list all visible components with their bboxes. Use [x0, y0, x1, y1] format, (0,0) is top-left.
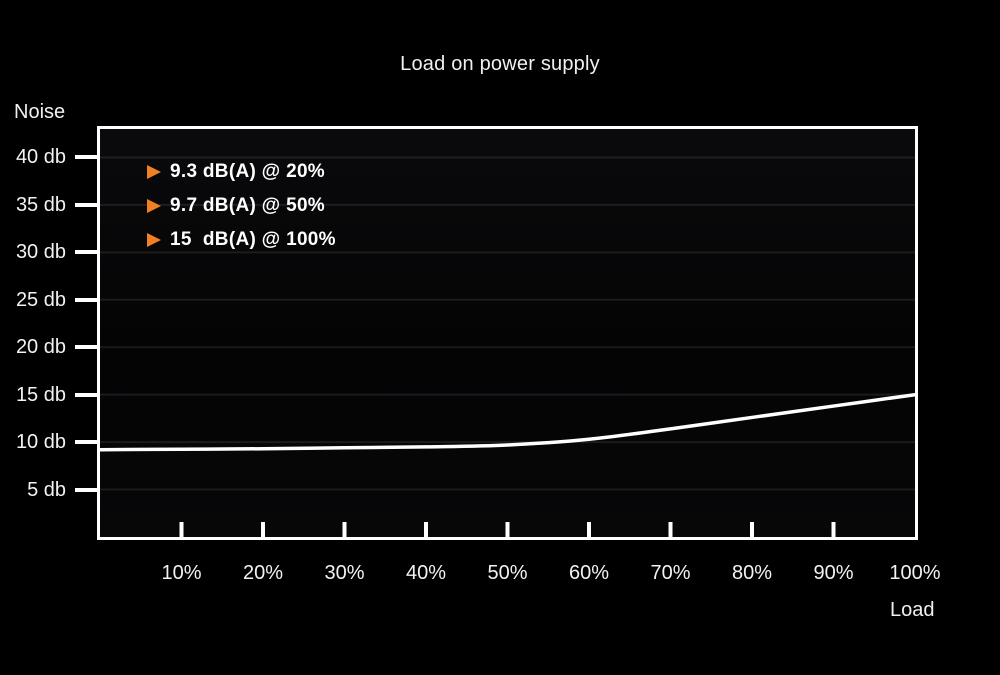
x-tick-label: 30% — [324, 562, 365, 584]
x-tick-label: 90% — [813, 562, 854, 584]
y-tick-label: 15 db — [15, 383, 66, 406]
y-tick-mark — [75, 155, 97, 160]
legend-item: 15 dB(A) @ 100% — [147, 223, 336, 257]
y-tick-label: 40 db — [15, 146, 66, 169]
y-tick-mark — [75, 297, 97, 302]
x-tick-label: 60% — [568, 562, 610, 584]
plot-area — [97, 126, 918, 540]
y-tick-label: 30 db — [15, 241, 66, 264]
y-tick-mark — [75, 392, 97, 397]
x-tick-label: 20% — [242, 562, 284, 584]
y-tick-label: 10 db — [15, 431, 66, 454]
legend-item: 9.3 dB(A) @ 20% — [147, 155, 336, 189]
y-tick-label: 20 db — [15, 336, 66, 359]
noise-curve — [100, 392, 915, 452]
x-axis-title: Load — [890, 599, 935, 621]
y-tick-label: 25 db — [15, 288, 66, 311]
x-tick-mark — [261, 522, 265, 537]
x-tick-mark — [587, 522, 591, 537]
x-tick-mark — [424, 522, 428, 537]
y-tick-label: 35 db — [15, 193, 66, 216]
x-tick-mark — [342, 522, 347, 537]
y-tick-mark — [75, 440, 97, 445]
legend-item: 9.7 dB(A) @ 50% — [147, 189, 336, 223]
chart-title: Load on power supply — [400, 53, 600, 75]
triangle-right-icon — [147, 165, 161, 179]
x-tick-mark — [668, 522, 673, 537]
x-tick-label: 10% — [161, 562, 202, 584]
y-tick-mark — [75, 345, 97, 350]
y-tick-mark — [75, 487, 97, 492]
triangle-right-icon — [147, 199, 161, 213]
x-tick-mark — [831, 522, 836, 537]
triangle-right-icon — [147, 233, 161, 247]
x-tick-label: 100% — [889, 562, 941, 584]
x-tick-label: 70% — [650, 562, 691, 584]
x-tick-mark — [750, 522, 754, 537]
x-tick-mark — [179, 522, 184, 537]
y-tick-label: 5 db — [27, 478, 66, 501]
legend: 9.3 dB(A) @ 20% 9.7 dB(A) @ 50% 15 dB(A)… — [147, 155, 336, 257]
x-tick-label: 80% — [731, 562, 773, 584]
y-axis-title: Noise — [14, 101, 66, 123]
y-tick-mark — [75, 250, 97, 255]
x-tick-label: 40% — [405, 562, 447, 584]
y-tick-mark — [75, 202, 97, 207]
plot-canvas — [100, 156, 915, 537]
legend-label: 9.7 dB(A) @ 50% — [170, 195, 326, 216]
legend-label: 9.3 dB(A) @ 20% — [170, 161, 326, 182]
x-tick-mark — [505, 522, 510, 537]
legend-label: 15 dB(A) @ 100% — [170, 229, 336, 250]
x-tick-label: 50% — [487, 562, 528, 584]
